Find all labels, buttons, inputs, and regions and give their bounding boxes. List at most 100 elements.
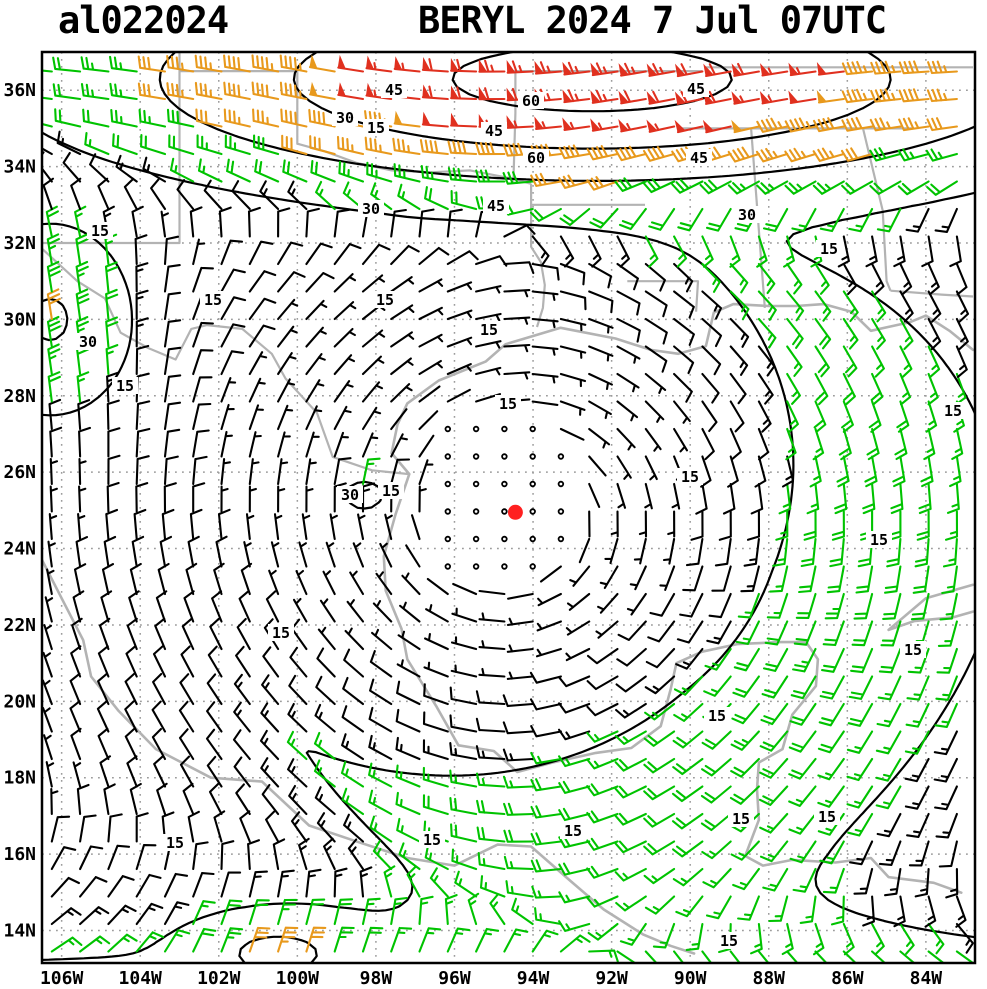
- wind-barb: [837, 235, 850, 268]
- wind-barb: [317, 626, 336, 651]
- wind-barb: [261, 674, 280, 706]
- wind-barb: [76, 783, 90, 816]
- wind-barb: [153, 755, 167, 788]
- wind-barb: [390, 276, 415, 293]
- wind-barb: [247, 839, 260, 871]
- wind-barb: [369, 650, 393, 678]
- wind-barb: [812, 117, 845, 133]
- wind-barb: [248, 926, 271, 953]
- contour-label: 15: [204, 291, 222, 309]
- wind-barb: [395, 736, 421, 761]
- wind-barb: [586, 895, 619, 908]
- contour-label-box: [200, 291, 226, 308]
- wind-barb: [727, 455, 739, 488]
- wind-barb: [676, 620, 704, 644]
- wind-barb: [786, 372, 801, 405]
- wind-barb: [176, 179, 195, 211]
- wind-barb: [757, 317, 777, 349]
- wind-barb: [393, 163, 421, 183]
- wind-barb: [586, 730, 619, 743]
- wind-barb: [732, 867, 760, 891]
- wind-barb: [616, 345, 641, 364]
- wind-barb: [361, 926, 384, 953]
- wind-barb: [644, 895, 676, 915]
- wind-barb: [786, 262, 803, 295]
- wind-barb: [503, 343, 531, 353]
- wind-barb: [798, 565, 817, 594]
- wind-barb: [450, 190, 478, 211]
- wind-barb: [729, 235, 741, 268]
- wind-barb: [841, 60, 874, 76]
- calm-wind-marker: [444, 535, 451, 543]
- wind-barb: [923, 427, 936, 461]
- wind-barb: [812, 147, 845, 162]
- wind-barb: [418, 208, 435, 238]
- calm-wind-marker: [444, 480, 451, 488]
- wind-barb: [729, 317, 750, 348]
- wind-barb: [305, 379, 325, 403]
- wind-barb-pennant: [506, 87, 516, 101]
- wind-barb: [305, 326, 327, 348]
- wind-barb: [341, 787, 365, 816]
- wind-barb: [649, 592, 676, 617]
- wind-barb: [775, 510, 789, 541]
- wind-barb: [475, 717, 506, 733]
- wind-barb: [346, 599, 365, 623]
- wind-barb: [531, 290, 559, 301]
- wind-barb-pennant: [731, 119, 743, 133]
- wind-barb: [194, 54, 223, 73]
- wind-barb: [109, 82, 138, 101]
- wind-barb: [757, 400, 772, 433]
- political-border: [861, 128, 892, 292]
- wind-barb: [103, 535, 117, 568]
- wind-barb: [137, 82, 167, 101]
- wind-barb: [361, 406, 382, 431]
- wind-barb: [46, 568, 55, 596]
- wind-barb: [224, 134, 251, 156]
- contour-label: 15: [367, 119, 385, 137]
- wind-barb: [418, 485, 427, 513]
- wind-barb: [42, 122, 53, 128]
- wind-barb: [265, 810, 280, 843]
- wind-barb: [248, 377, 266, 403]
- wind-barb: [140, 133, 167, 156]
- contour-label: 15: [91, 222, 109, 240]
- wind-barb: [702, 867, 732, 889]
- wind-barb: [619, 922, 647, 946]
- wind-barb: [762, 207, 789, 232]
- wind-barb: [223, 108, 251, 128]
- wind-barb: [179, 673, 195, 706]
- wind-barb: [189, 206, 203, 238]
- wind-barb: [875, 785, 902, 810]
- wind-barb: [783, 235, 795, 268]
- wind-barb: [616, 950, 637, 963]
- wind-barb: [390, 433, 408, 458]
- contour-label-box: [112, 377, 138, 394]
- wind-barb: [479, 875, 506, 898]
- wind-barb-pennant: [365, 82, 375, 98]
- wind-barb: [847, 812, 874, 837]
- wind-barb: [586, 783, 619, 797]
- wind-barb: [588, 427, 611, 449]
- wind-barb: [934, 207, 958, 233]
- wind-barb: [789, 702, 817, 726]
- wind-barb: [392, 137, 421, 156]
- wind-barb: [894, 427, 908, 461]
- wind-barb: [207, 645, 223, 678]
- wind-barb-pennant: [674, 63, 686, 77]
- wind-barb: [248, 404, 264, 431]
- wind-barb: [671, 785, 704, 803]
- wind-barb: [784, 147, 817, 163]
- wind-barb: [163, 235, 180, 266]
- wind-barb: [179, 755, 195, 788]
- wind-barb: [838, 427, 852, 461]
- wind-barb: [375, 571, 393, 596]
- wind-barb: [48, 398, 62, 431]
- wind-barb: [418, 385, 441, 403]
- wind-barb: [410, 514, 421, 541]
- wind-barb: [559, 235, 575, 268]
- wind-barb: [357, 513, 366, 541]
- wind-barb: [914, 537, 930, 568]
- wind-barb: [450, 823, 478, 843]
- wind-barb: [925, 400, 938, 433]
